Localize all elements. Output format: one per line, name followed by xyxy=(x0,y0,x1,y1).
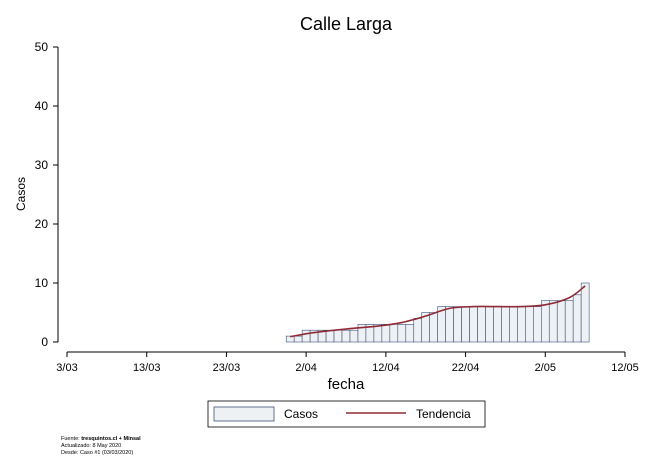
y-axis: 0 10 20 30 40 50 xyxy=(35,40,59,349)
updated-line: Actualizado: 8 May 2020 xyxy=(61,443,122,449)
bar xyxy=(405,323,415,343)
bar xyxy=(349,329,359,343)
bar xyxy=(293,335,303,343)
bar xyxy=(333,329,343,343)
legend-bar-swatch xyxy=(213,406,275,422)
bar xyxy=(429,312,438,343)
bar xyxy=(469,306,478,343)
source-name: tresquintos.cl + Minsal xyxy=(81,436,141,442)
bar xyxy=(389,323,399,343)
bar xyxy=(533,306,542,343)
legend-bar-label: Casos xyxy=(284,407,318,421)
bar xyxy=(461,306,470,343)
bar xyxy=(556,300,566,343)
bar xyxy=(341,329,351,343)
bar xyxy=(453,306,462,343)
bar xyxy=(525,306,534,343)
x-tick-label: 3/03 xyxy=(56,362,77,374)
since-line: Desde: Caso #1 (03/03/2020) xyxy=(61,450,134,456)
y-tick-label: 10 xyxy=(35,276,49,290)
bar xyxy=(301,329,311,343)
bar xyxy=(493,306,502,343)
source-footnote: Fuente: tresquintos.cl + Minsal Actualiz… xyxy=(61,436,141,457)
x-tick-label: 12/04 xyxy=(372,362,400,374)
x-tick-label: 23/03 xyxy=(213,362,241,374)
x-tick-label: 12/05 xyxy=(611,362,639,374)
x-axis-label: fecha xyxy=(328,376,365,393)
bar xyxy=(548,300,558,343)
legend-line-label: Tendencia xyxy=(416,407,471,421)
x-tick-label: 2/05 xyxy=(535,362,556,374)
bar xyxy=(325,329,335,343)
x-axis: 3/03 13/03 23/03 2/04 12/04 22/04 2/05 12/05 xyxy=(56,351,639,374)
chart-title: Calle Larga xyxy=(300,14,393,34)
bar xyxy=(540,300,550,343)
x-tick-label: 22/04 xyxy=(452,362,480,374)
bar xyxy=(445,306,454,343)
bar xyxy=(397,323,407,343)
x-tick-label: 13/03 xyxy=(133,362,161,374)
y-tick-label: 30 xyxy=(35,158,49,172)
bar xyxy=(501,306,510,343)
bar xyxy=(413,318,423,343)
y-axis-label: Casos xyxy=(14,177,28,211)
trend-line xyxy=(290,285,586,338)
bar xyxy=(509,306,518,343)
bar xyxy=(564,300,574,343)
y-tick-label: 0 xyxy=(41,335,48,349)
y-tick-label: 20 xyxy=(35,217,49,231)
bar xyxy=(485,306,494,343)
bar xyxy=(381,323,391,343)
source-line: Fuente: tresquintos.cl + Minsal xyxy=(61,436,141,443)
bar xyxy=(580,282,590,343)
y-tick-label: 50 xyxy=(35,40,49,54)
legend: Casos Tendencia xyxy=(207,400,486,428)
x-tick-label: 2/04 xyxy=(295,362,316,374)
source-prefix: Fuente: xyxy=(61,436,82,442)
bar xyxy=(517,306,526,343)
y-tick-label: 40 xyxy=(35,99,49,113)
bar xyxy=(572,294,582,343)
bar xyxy=(477,306,486,343)
